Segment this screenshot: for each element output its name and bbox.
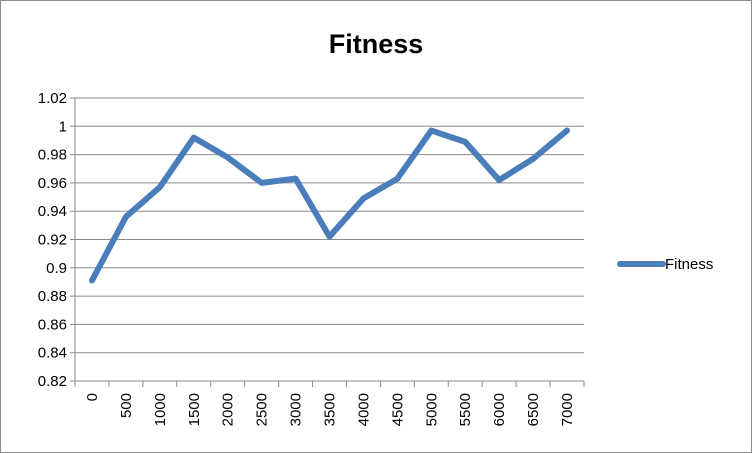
x-tick-label: 6500 bbox=[525, 393, 542, 426]
y-tick-label: 0.96 bbox=[38, 175, 67, 192]
series-layer bbox=[88, 127, 571, 284]
y-tick-label: 0.86 bbox=[38, 316, 67, 333]
x-tick-label: 4000 bbox=[355, 393, 372, 426]
x-tick-label: 1000 bbox=[152, 393, 169, 426]
x-tick-label: 7000 bbox=[559, 393, 576, 426]
x-tick-label: 5500 bbox=[457, 393, 474, 426]
y-tick-label: 1 bbox=[59, 118, 67, 135]
x-tick-label: 500 bbox=[118, 393, 135, 418]
x-axis-ticks: 0 500 1000 1500 2000 2500 3000 3500 4000 4500 5000… bbox=[84, 393, 576, 426]
y-tick-label: 0.9 bbox=[46, 260, 67, 277]
y-tick-label: 0.88 bbox=[38, 288, 67, 305]
y-tick-label: 0.98 bbox=[38, 147, 67, 164]
x-tick-label: 2500 bbox=[254, 393, 271, 426]
series-line-fitness bbox=[88, 127, 571, 284]
chart-title: Fitness bbox=[328, 29, 424, 59]
y-tick-label: 0.92 bbox=[38, 232, 67, 249]
y-axis-ticks: 0.82 0.84 0.86 0.88 0.9 0.92 0.94 0.96 0.98 1 1.02 bbox=[38, 90, 67, 390]
x-tick-label: 3000 bbox=[288, 393, 305, 426]
x-tick-label: 2000 bbox=[220, 393, 237, 426]
x-tick-label: 0 bbox=[84, 393, 101, 401]
y-tick-label: 1.02 bbox=[38, 90, 67, 107]
legend: Fitness bbox=[617, 256, 713, 273]
x-tick-label: 5000 bbox=[423, 393, 440, 426]
y-tick-label: 0.84 bbox=[38, 345, 67, 362]
axes bbox=[70, 97, 585, 387]
x-tick-label: 1500 bbox=[186, 393, 203, 426]
x-tick-label: 3500 bbox=[322, 393, 339, 426]
legend-label: Fitness bbox=[665, 256, 713, 273]
y-tick-label: 0.82 bbox=[38, 373, 67, 390]
x-tick-label: 4500 bbox=[389, 393, 406, 426]
y-tick-label: 0.94 bbox=[38, 203, 67, 220]
x-tick-label: 6000 bbox=[491, 393, 508, 426]
